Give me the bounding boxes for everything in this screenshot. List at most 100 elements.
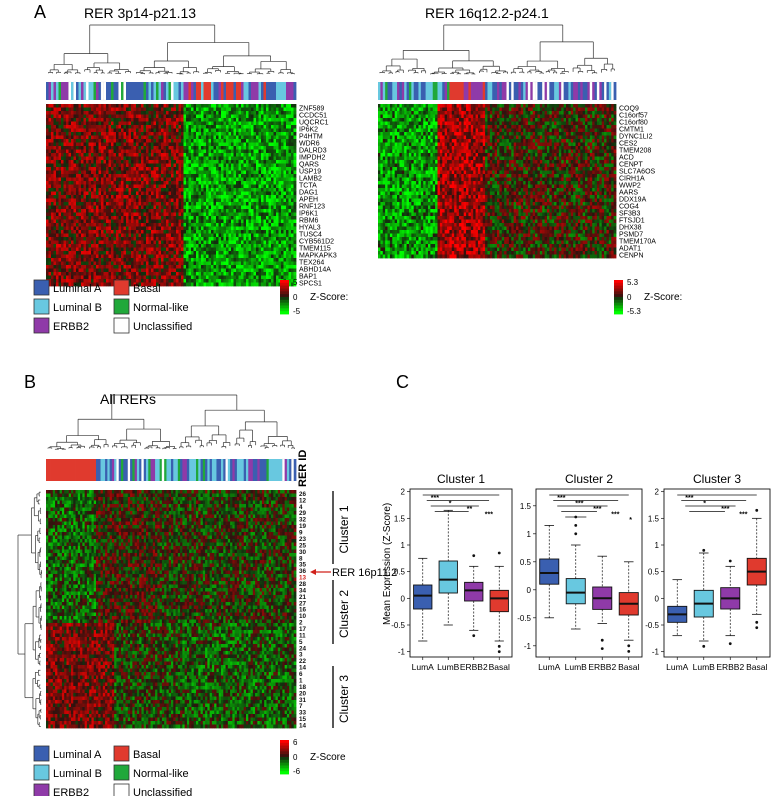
legend-swatch (33, 298, 50, 315)
rer-id: 31 (299, 697, 307, 704)
scale-cell (280, 748, 289, 752)
gene-label: LAMB2 (299, 176, 322, 183)
significance-stars: ** (467, 506, 473, 513)
rer-id: 19 (299, 523, 307, 530)
scale-mid: 0 (293, 293, 298, 302)
y-tick-label: 0.5 (520, 558, 532, 567)
scale-cell (280, 768, 289, 772)
plot-frame (535, 488, 643, 658)
panel-letter-a: A (34, 2, 46, 22)
dendrogram-top (47, 394, 295, 450)
legend-swatch (113, 745, 130, 762)
y-tick-label: -0.5 (645, 621, 659, 630)
rer-id: 33 (299, 710, 307, 717)
scale-cell (614, 285, 623, 289)
scale-cell (614, 299, 623, 304)
rer-id: 1 (299, 677, 303, 684)
outlier-point (600, 638, 604, 642)
scale-cell (280, 762, 289, 766)
y-tick-label: 0 (655, 594, 660, 603)
scale-cell (280, 291, 289, 295)
outlier-point (497, 650, 501, 654)
boxplot-ylabel: Mean Expression (Z-Score) (382, 503, 393, 625)
scale-cell (614, 305, 623, 309)
rer-highlight: RER 16p11.2 (310, 567, 397, 579)
rer-id: 17 (299, 626, 307, 633)
legend-item: Normal-like (113, 764, 189, 781)
legend-label: Unclassified (133, 321, 192, 333)
rer-highlight-label: RER 16p11.2 (332, 567, 397, 579)
scale-max: 5 (293, 278, 298, 287)
y-tick-label: 1.5 (648, 514, 660, 523)
heatmap-left-title: RER 3p14-p21.13 (84, 5, 196, 21)
outlier-point (627, 650, 631, 653)
box-luma: LumA (412, 557, 434, 672)
y-tick-label: 2 (401, 488, 406, 497)
gene-label: PSMD7 (619, 232, 643, 239)
legend-item: Normal-like (113, 298, 189, 315)
outlier-point (755, 508, 759, 512)
plot-title: Cluster 1 (437, 472, 485, 486)
scale-cell (280, 282, 289, 287)
gene-label: ACD (619, 155, 634, 162)
rer-id: 35 (299, 562, 307, 569)
heatmap-cells (46, 104, 297, 287)
gene-label: TMEM115 (299, 246, 331, 253)
gene-label: TEX264 (299, 260, 324, 267)
legend-swatch (33, 317, 50, 334)
box-body (464, 581, 484, 602)
legend-label: Normal-like (133, 768, 189, 780)
y-tick-label: 0 (527, 586, 532, 595)
rer-id: 13 (299, 575, 307, 582)
y-tick-label: -0.5 (391, 621, 405, 630)
rer-id: 30 (299, 549, 307, 556)
legend-item: Luminal B (33, 298, 102, 315)
scale-cell (614, 282, 623, 287)
legend-item: Basal (113, 745, 161, 762)
legend-item: Unclassified (113, 317, 192, 334)
legend-swatch (33, 745, 50, 762)
significance-stars: *** (431, 495, 439, 502)
outlier-point (497, 551, 501, 555)
box-erbb2: ERBB2 (716, 559, 744, 672)
gene-label: IP6K2 (299, 127, 318, 134)
cluster-labels: Cluster 1 Cluster 2 Cluster 3 (332, 491, 351, 728)
gene-label: COG4 (619, 204, 639, 211)
rer-id: 12 (299, 497, 307, 504)
x-tick-label: ERBB2 (460, 662, 488, 672)
box-basal: Basal (746, 508, 767, 672)
scale-cell (280, 742, 289, 747)
heatmap-left: ZNF589CCDC51UQCRC1IP6K2P4HTMWDR6DALRD3IM… (46, 24, 337, 288)
y-tick-label: -1 (652, 648, 660, 657)
scale-cell (280, 308, 289, 312)
gene-labels: ZNF589CCDC51UQCRC1IP6K2P4HTMWDR6DALRD3IM… (299, 106, 337, 288)
y-tick-label: 0 (401, 594, 406, 603)
outlier-point (627, 644, 631, 648)
box-lumb: LumB (437, 509, 460, 672)
rer-id: 16 (299, 607, 307, 614)
scale-cell (280, 285, 289, 289)
gene-label: AARS (619, 190, 638, 197)
box-erbb2: ERBB2 (460, 554, 488, 672)
rer-id: 2 (299, 620, 303, 627)
y-tick-label: -1 (524, 642, 532, 651)
heatmap-all-rers (17, 394, 297, 729)
legend-swatch (113, 317, 130, 334)
boxplot-cluster-3: Cluster 3 -1 -0.5 0 0.5 1 1.5 2 LumA LumB ERBB2 Bas… (645, 472, 771, 672)
panel-letter-b: B (24, 372, 36, 392)
gene-label: HYAL3 (299, 225, 321, 232)
legend-item: ERBB2 (33, 317, 89, 334)
gene-label: UQCRC1 (299, 120, 329, 127)
rer-id: 7 (299, 703, 303, 710)
cluster-label: Cluster 3 (337, 675, 351, 723)
box-body (539, 558, 560, 585)
gene-label: CCDC51 (299, 113, 327, 120)
box-body (413, 584, 433, 610)
rer-id-list: 2612429321992325308353613283421271610217… (299, 491, 307, 730)
scale-cell (614, 288, 623, 292)
scale-cell (280, 740, 289, 744)
scale-cell (280, 311, 289, 315)
rer-id: 14 (299, 665, 307, 672)
gene-label: FTSJD1 (619, 218, 645, 225)
significance-stars: * (449, 501, 452, 508)
